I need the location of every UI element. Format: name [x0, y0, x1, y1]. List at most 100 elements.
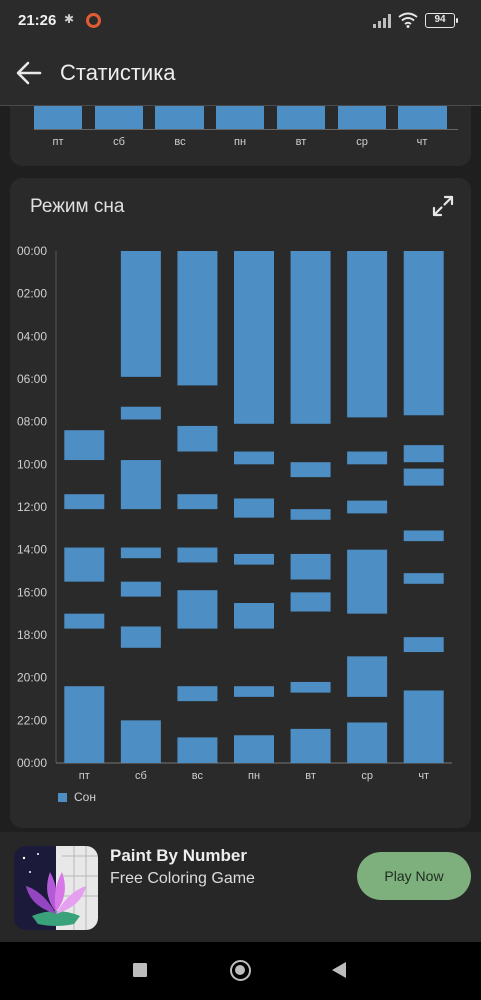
- gear-icon: ✱: [64, 12, 75, 26]
- previous-chart-bar: [155, 106, 204, 129]
- sleep-interval-bar: [234, 603, 274, 629]
- previous-chart-day-label: ср: [356, 136, 368, 148]
- navigation-bar: [0, 942, 481, 1000]
- sleep-interval-bar: [290, 509, 331, 520]
- sleep-interval-bar: [177, 251, 218, 386]
- ad-title[interactable]: Paint By Number: [110, 846, 247, 865]
- x-tick-label: пн: [248, 770, 260, 782]
- y-tick-label: 10:00: [17, 457, 47, 471]
- back-arrow-icon[interactable]: [14, 58, 44, 88]
- previous-chart-bar: [95, 106, 143, 129]
- x-tick-label: вс: [192, 770, 204, 782]
- ad-subtitle: Free Coloring Game: [110, 870, 255, 887]
- sleep-interval-bar: [234, 451, 274, 465]
- previous-chart-card: пт сб вс пн вт ср чт: [10, 106, 471, 166]
- sleep-interval-bar: [120, 626, 161, 648]
- sleep-interval-bar: [290, 592, 331, 612]
- x-tick-label: сб: [135, 770, 147, 782]
- x-tick-label: ср: [361, 770, 373, 782]
- sleep-interval-bar: [347, 722, 388, 763]
- previous-chart-bar: [216, 106, 264, 129]
- sleep-interval-bar: [234, 686, 274, 697]
- sleep-interval-bar: [64, 494, 105, 510]
- previous-chart-bar: [277, 106, 325, 129]
- sleep-interval-bar: [347, 500, 388, 514]
- battery-icon: 94: [425, 13, 458, 28]
- sleep-interval-bar: [290, 553, 331, 580]
- sleep-interval-bar: [403, 445, 444, 463]
- previous-chart-day-label: пт: [52, 136, 64, 148]
- status-time: 21:26: [18, 12, 57, 29]
- sleep-interval-bar: [120, 547, 161, 559]
- sleep-interval-bar: [347, 251, 388, 418]
- previous-chart-bar: [34, 106, 82, 129]
- sleep-interval-bar: [290, 681, 331, 693]
- sleep-chart: 00:00 02:00 04:00 06:00 08:00 10:00 12:00 14:00…: [17, 244, 452, 782]
- sleep-interval-bar: [120, 460, 161, 510]
- app-bar: Статистика: [0, 42, 481, 106]
- sleep-interval-bar: [290, 251, 331, 424]
- signal-icon: [373, 14, 391, 28]
- sleep-interval-bar: [234, 498, 274, 518]
- y-tick-label: 00:00: [17, 756, 47, 770]
- ad-banner[interactable]: Paint By Number Free Coloring Game Play …: [0, 832, 481, 942]
- sleep-interval-bar: [403, 530, 444, 542]
- sleep-interval-bar: [120, 720, 161, 763]
- x-tick-label: чт: [418, 770, 429, 782]
- legend-label: Сон: [74, 790, 96, 804]
- previous-chart-day-label: чт: [416, 136, 428, 148]
- sleep-interval-bar: [177, 590, 218, 629]
- sleep-interval-bar: [290, 462, 331, 478]
- x-tick-label: пт: [79, 770, 90, 782]
- y-tick-label: 14:00: [17, 543, 47, 557]
- sleep-interval-bar: [403, 690, 444, 763]
- recents-square-icon[interactable]: [133, 963, 147, 977]
- y-tick-label: 18:00: [17, 628, 47, 642]
- sleep-chart-card: 00:00 02:00 04:00 06:00 08:00 10:00 12:00 14:00…: [10, 178, 471, 828]
- sleep-interval-bar: [64, 613, 105, 629]
- back-triangle-icon[interactable]: [332, 962, 346, 978]
- y-tick-label: 06:00: [17, 372, 47, 386]
- previous-chart-day-label: вт: [295, 136, 307, 148]
- sleep-interval-bar: [403, 468, 444, 486]
- sleep-interval-bar: [234, 553, 274, 565]
- x-tick-label: вт: [305, 770, 316, 782]
- y-tick-label: 00:00: [17, 244, 47, 258]
- previous-chart-bars: [34, 106, 458, 130]
- sleep-interval-bar: [177, 737, 218, 763]
- y-tick-label: 08:00: [17, 415, 47, 429]
- sleep-interval-bar: [347, 656, 388, 697]
- sleep-interval-bar: [177, 425, 218, 452]
- sleep-interval-bar: [120, 251, 161, 377]
- sleep-interval-bar: [120, 581, 161, 597]
- play-now-button[interactable]: Play Now: [357, 852, 471, 900]
- sleep-interval-bar: [347, 451, 388, 465]
- previous-chart-day-label: вс: [174, 136, 186, 148]
- sleep-interval-bar: [347, 549, 388, 614]
- page-title: Статистика: [60, 60, 176, 85]
- chart-legend: Сон: [58, 790, 96, 804]
- lotus-flower-icon[interactable]: [14, 846, 98, 930]
- sleep-interval-bar: [64, 430, 105, 461]
- sleep-interval-bar: [290, 728, 331, 763]
- expand-icon[interactable]: [431, 194, 455, 218]
- previous-chart-bar: [338, 106, 386, 129]
- status-bar: 21:26 ✱ 94: [0, 0, 481, 42]
- sleep-interval-bar: [177, 547, 218, 563]
- sleep-interval-bar: [403, 251, 444, 416]
- y-tick-label: 16:00: [17, 585, 47, 599]
- sleep-interval-bar: [64, 547, 105, 582]
- sleep-interval-bar: [64, 686, 105, 763]
- y-tick-label: 20:00: [17, 671, 47, 685]
- y-tick-label: 12:00: [17, 500, 47, 514]
- sleep-interval-bar: [234, 735, 274, 763]
- y-tick-label: 22:00: [17, 713, 47, 727]
- card-title: Режим сна: [30, 196, 125, 217]
- record-icon: [86, 13, 101, 28]
- sleep-interval-bar: [177, 686, 218, 702]
- y-tick-label: 04:00: [17, 329, 47, 343]
- wifi-icon: [398, 12, 418, 28]
- sleep-interval-bar: [120, 406, 161, 420]
- sleep-interval-bar: [234, 251, 274, 424]
- home-circle-icon[interactable]: [230, 960, 251, 981]
